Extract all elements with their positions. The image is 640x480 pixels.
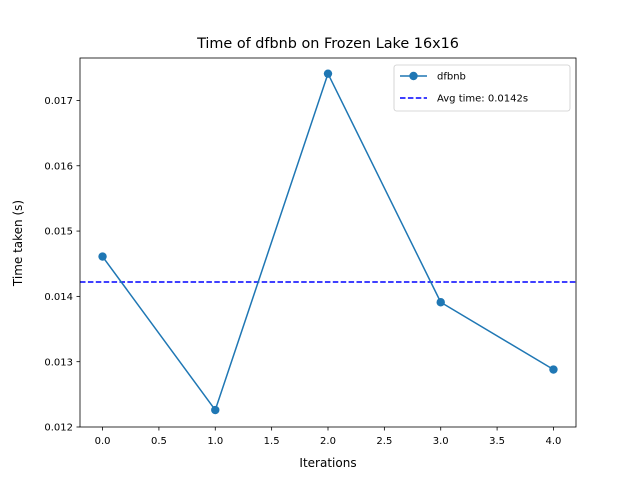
x-tick-label: 4.0 xyxy=(546,436,562,447)
x-tick-label: 0.5 xyxy=(151,436,167,447)
x-tick-label: 2.0 xyxy=(320,436,336,447)
chart-title: Time of dfbnb on Frozen Lake 16x16 xyxy=(196,36,459,52)
x-tick-label: 3.5 xyxy=(489,436,505,447)
y-tick-label: 0.013 xyxy=(44,357,73,368)
legend-marker xyxy=(409,71,418,81)
legend: dfbnb Avg time: 0.0142s xyxy=(393,64,571,112)
y-axis-label: Time taken (s) xyxy=(11,200,25,287)
plot-area: 0.0 0.5 1.0 1.5 2.0 2.5 3.0 3.5 4.0 0.012 0.013 0.0… xyxy=(44,57,577,447)
data-point xyxy=(549,365,558,374)
x-tick-label: 0.0 xyxy=(95,436,111,447)
axes-frame xyxy=(79,57,577,428)
y-tick-label: 0.014 xyxy=(44,292,73,303)
y-tick-label: 0.012 xyxy=(44,423,73,434)
x-tick-label: 1.5 xyxy=(264,436,280,447)
legend-box xyxy=(393,64,571,112)
y-tick-label: 0.016 xyxy=(44,161,73,172)
x-axis-label: Iterations xyxy=(299,456,356,470)
x-tick-label: 1.0 xyxy=(207,436,223,447)
data-point xyxy=(436,298,445,307)
y-tick-label: 0.015 xyxy=(44,227,73,238)
x-tick-label: 2.5 xyxy=(376,436,392,447)
y-tick-label: 0.017 xyxy=(44,96,73,107)
data-point xyxy=(211,405,220,415)
data-point xyxy=(98,252,107,261)
legend-label: dfbnb xyxy=(437,72,466,83)
data-point xyxy=(323,69,333,78)
x-tick-label: 3.0 xyxy=(433,436,449,447)
legend-label: Avg time: 0.0142s xyxy=(437,94,528,105)
